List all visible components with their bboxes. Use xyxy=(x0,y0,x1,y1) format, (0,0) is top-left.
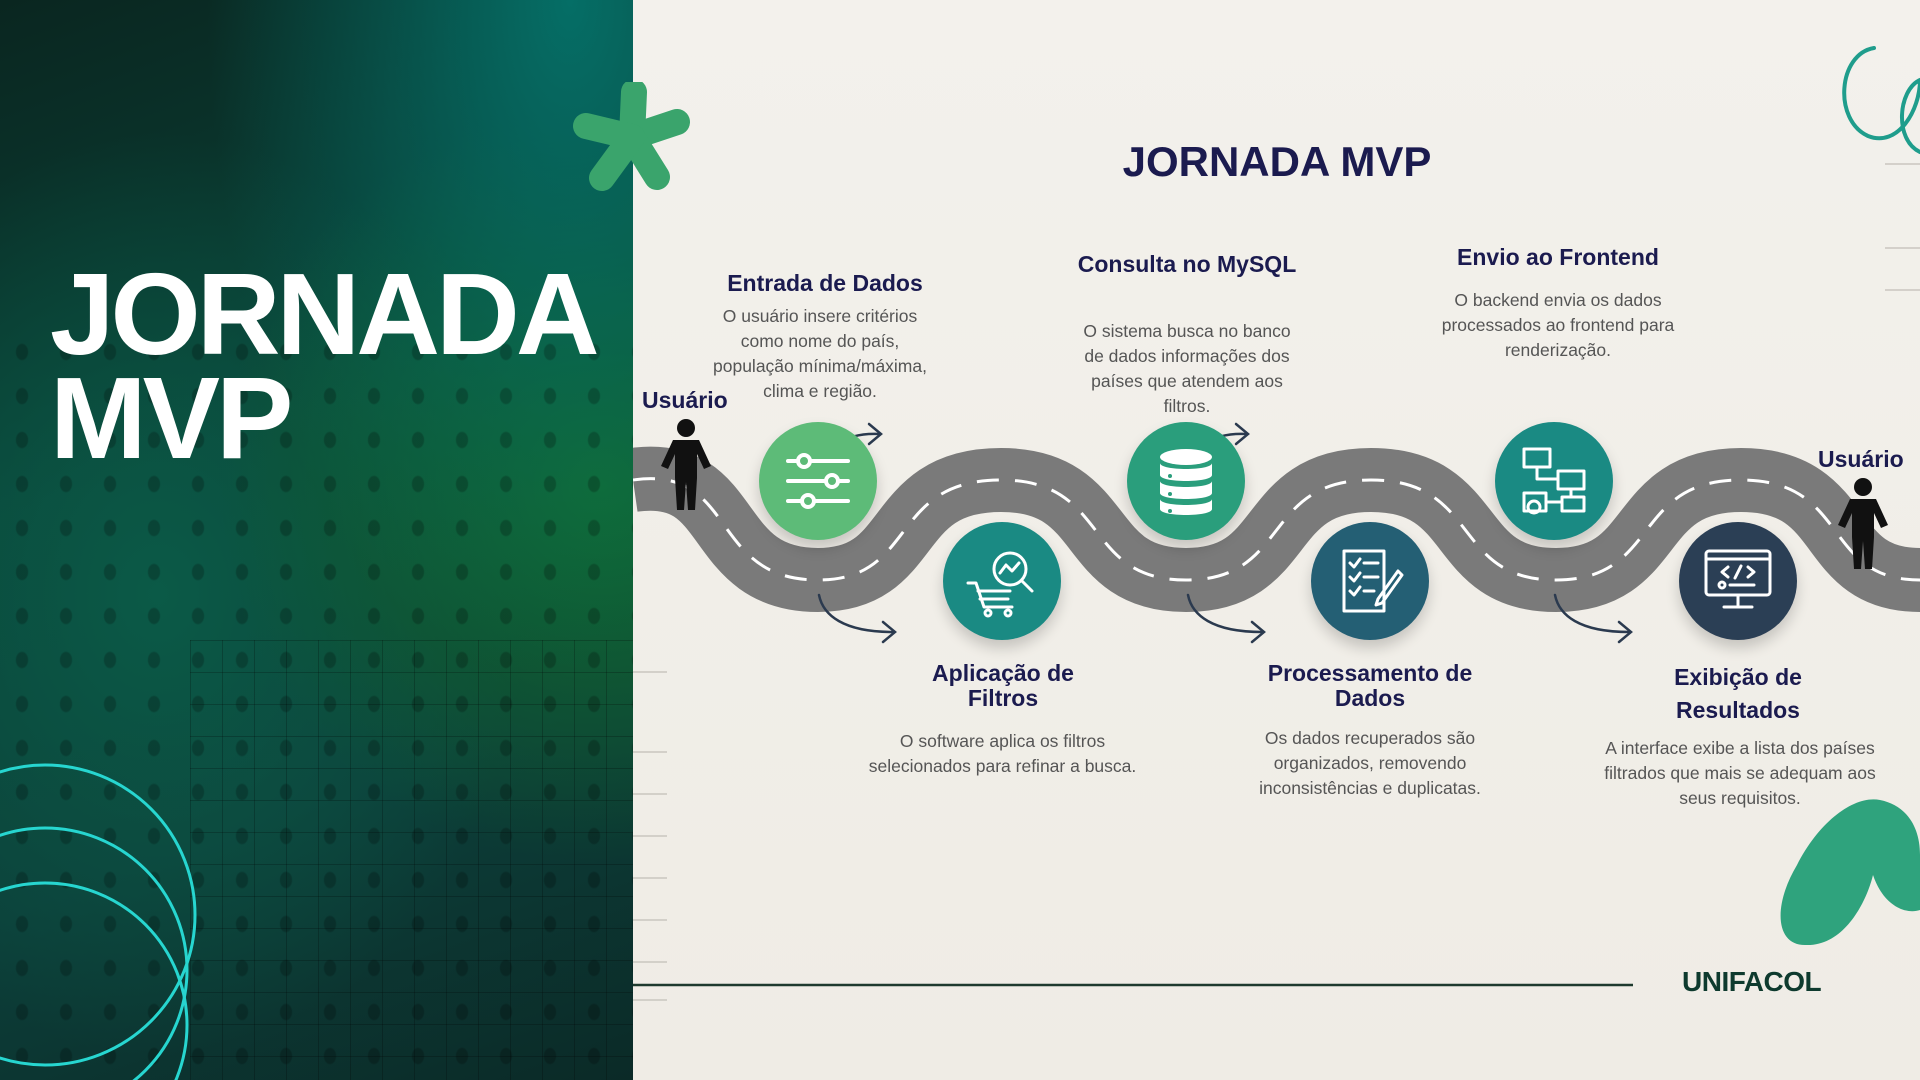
cart-analytics-icon xyxy=(966,551,1034,618)
database-icon xyxy=(1160,449,1212,515)
step4-title: Processamento de Dados xyxy=(1267,660,1473,711)
cover-title-line1: JORNADA xyxy=(50,249,600,379)
cover-title-line2: MVP xyxy=(50,353,293,483)
step3-title: Consulta no MySQL xyxy=(1077,251,1297,277)
user-end-label: Usuário xyxy=(1818,446,1904,472)
step1-title: Entrada de Dados xyxy=(727,270,923,296)
checklist-icon xyxy=(1342,549,1404,613)
step4-desc: Os dados recuperados são organizados, re… xyxy=(1259,728,1481,798)
step5-title: Envio ao Frontend xyxy=(1457,244,1659,270)
cover-panel: JORNADA MVP xyxy=(0,0,633,1080)
step4-circle xyxy=(1311,522,1429,640)
step3-desc: O sistema busca no banco de dados inform… xyxy=(1083,321,1291,416)
step5-circle xyxy=(1495,422,1613,540)
sliders-icon xyxy=(786,453,850,509)
diagram-heading: JORNADA MVP xyxy=(1122,138,1432,185)
step6-title: Exibição de Resultados xyxy=(1674,664,1802,723)
step1-circle xyxy=(759,422,877,540)
step6-circle xyxy=(1679,522,1797,640)
step3-circle xyxy=(1127,422,1245,540)
step2-title: Aplicação de Filtros xyxy=(932,660,1074,711)
brand-logo: UNIFACOL xyxy=(1682,966,1822,997)
user-start-label: Usuário xyxy=(642,387,728,413)
monitor-code-icon xyxy=(1704,549,1772,609)
step2-desc: O software aplica os filtros selecionado… xyxy=(868,731,1137,776)
cover-title: JORNADA MVP xyxy=(50,249,600,483)
step2-circle xyxy=(943,522,1061,640)
grid-texture xyxy=(190,640,633,1080)
flowchart-icon xyxy=(1522,447,1586,515)
step6-desc: A interface exibe a lista dos países fil… xyxy=(1604,738,1876,808)
step1-desc: O usuário insere critérios como nome do … xyxy=(713,306,927,401)
step5-desc: O backend envia os dados processados ao … xyxy=(1441,290,1675,360)
